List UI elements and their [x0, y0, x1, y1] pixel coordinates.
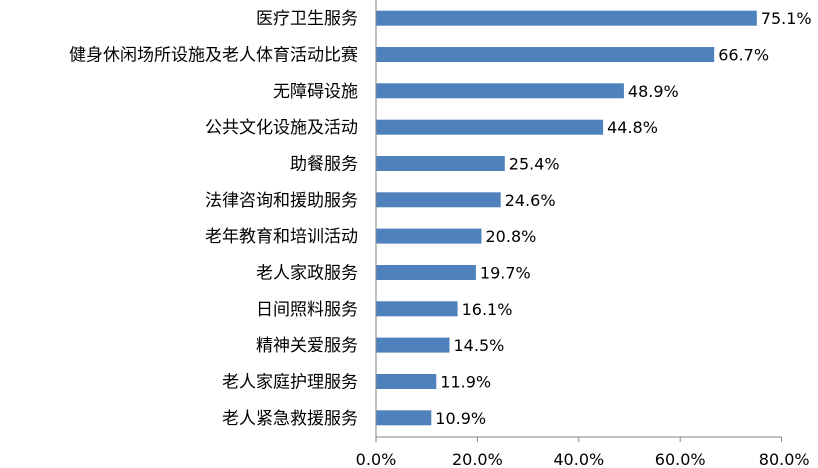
- value-label: 14.5%: [454, 336, 505, 355]
- x-tick-label: 80.0%: [759, 450, 810, 468]
- bar: [376, 228, 482, 244]
- bar: [376, 156, 505, 171]
- bar: [376, 265, 476, 280]
- category-label: 老人家庭护理服务: [222, 373, 358, 393]
- value-label: 11.9%: [440, 373, 491, 392]
- category-label: 日间照料服务: [256, 300, 358, 320]
- bar: [376, 10, 757, 26]
- bar: [376, 192, 501, 208]
- bar: [376, 119, 604, 135]
- x-tick-label: 40.0%: [553, 450, 604, 468]
- bar: [376, 83, 624, 99]
- category-label: 医疗卫生服务: [256, 9, 358, 29]
- value-label: 19.7%: [480, 264, 531, 283]
- category-label: 助餐服务: [290, 155, 358, 175]
- category-label: 法律咨询和援助服务: [205, 191, 358, 211]
- axes-group: 0.0% 20.0% 40.0% 60.0% 80.0%: [356, 0, 810, 468]
- category-label: 无障碍设施: [273, 82, 358, 102]
- bar: [376, 47, 715, 62]
- category-labels-group: 医疗卫生服务健身休闲场所设施及老人体育活动比赛无障碍设施公共文化设施及活动助餐服…: [69, 9, 358, 429]
- value-label: 44.8%: [607, 118, 658, 137]
- bar: [376, 374, 437, 389]
- value-label: 48.9%: [628, 82, 679, 101]
- value-label: 16.1%: [462, 300, 513, 319]
- bar: [376, 337, 450, 353]
- x-tick-label: 60.0%: [655, 450, 706, 468]
- value-label: 25.4%: [509, 155, 560, 174]
- x-tick-label: 20.0%: [452, 450, 503, 468]
- bar: [376, 410, 432, 426]
- value-label: 66.7%: [718, 46, 769, 65]
- category-label: 健身休闲场所设施及老人体育活动比赛: [69, 45, 358, 66]
- value-labels-group: 75.1% 66.7% 48.9% 44.8% 25.4% 24.6% 20.8% 19.7%…: [435, 9, 811, 428]
- value-label: 24.6%: [505, 191, 556, 210]
- category-label: 老人紧急救援服务: [222, 409, 358, 429]
- value-label: 75.1%: [761, 9, 812, 28]
- value-label: 10.9%: [435, 409, 486, 428]
- category-label: 精神关爱服务: [256, 336, 358, 356]
- category-label: 公共文化设施及活动: [205, 118, 358, 138]
- bars-group: [376, 10, 757, 426]
- category-label: 老年教育和培训活动: [205, 227, 358, 247]
- x-tick-label: 0.0%: [356, 450, 397, 468]
- value-label: 20.8%: [486, 227, 537, 246]
- bar: [376, 301, 458, 317]
- category-label: 老人家政服务: [256, 264, 358, 284]
